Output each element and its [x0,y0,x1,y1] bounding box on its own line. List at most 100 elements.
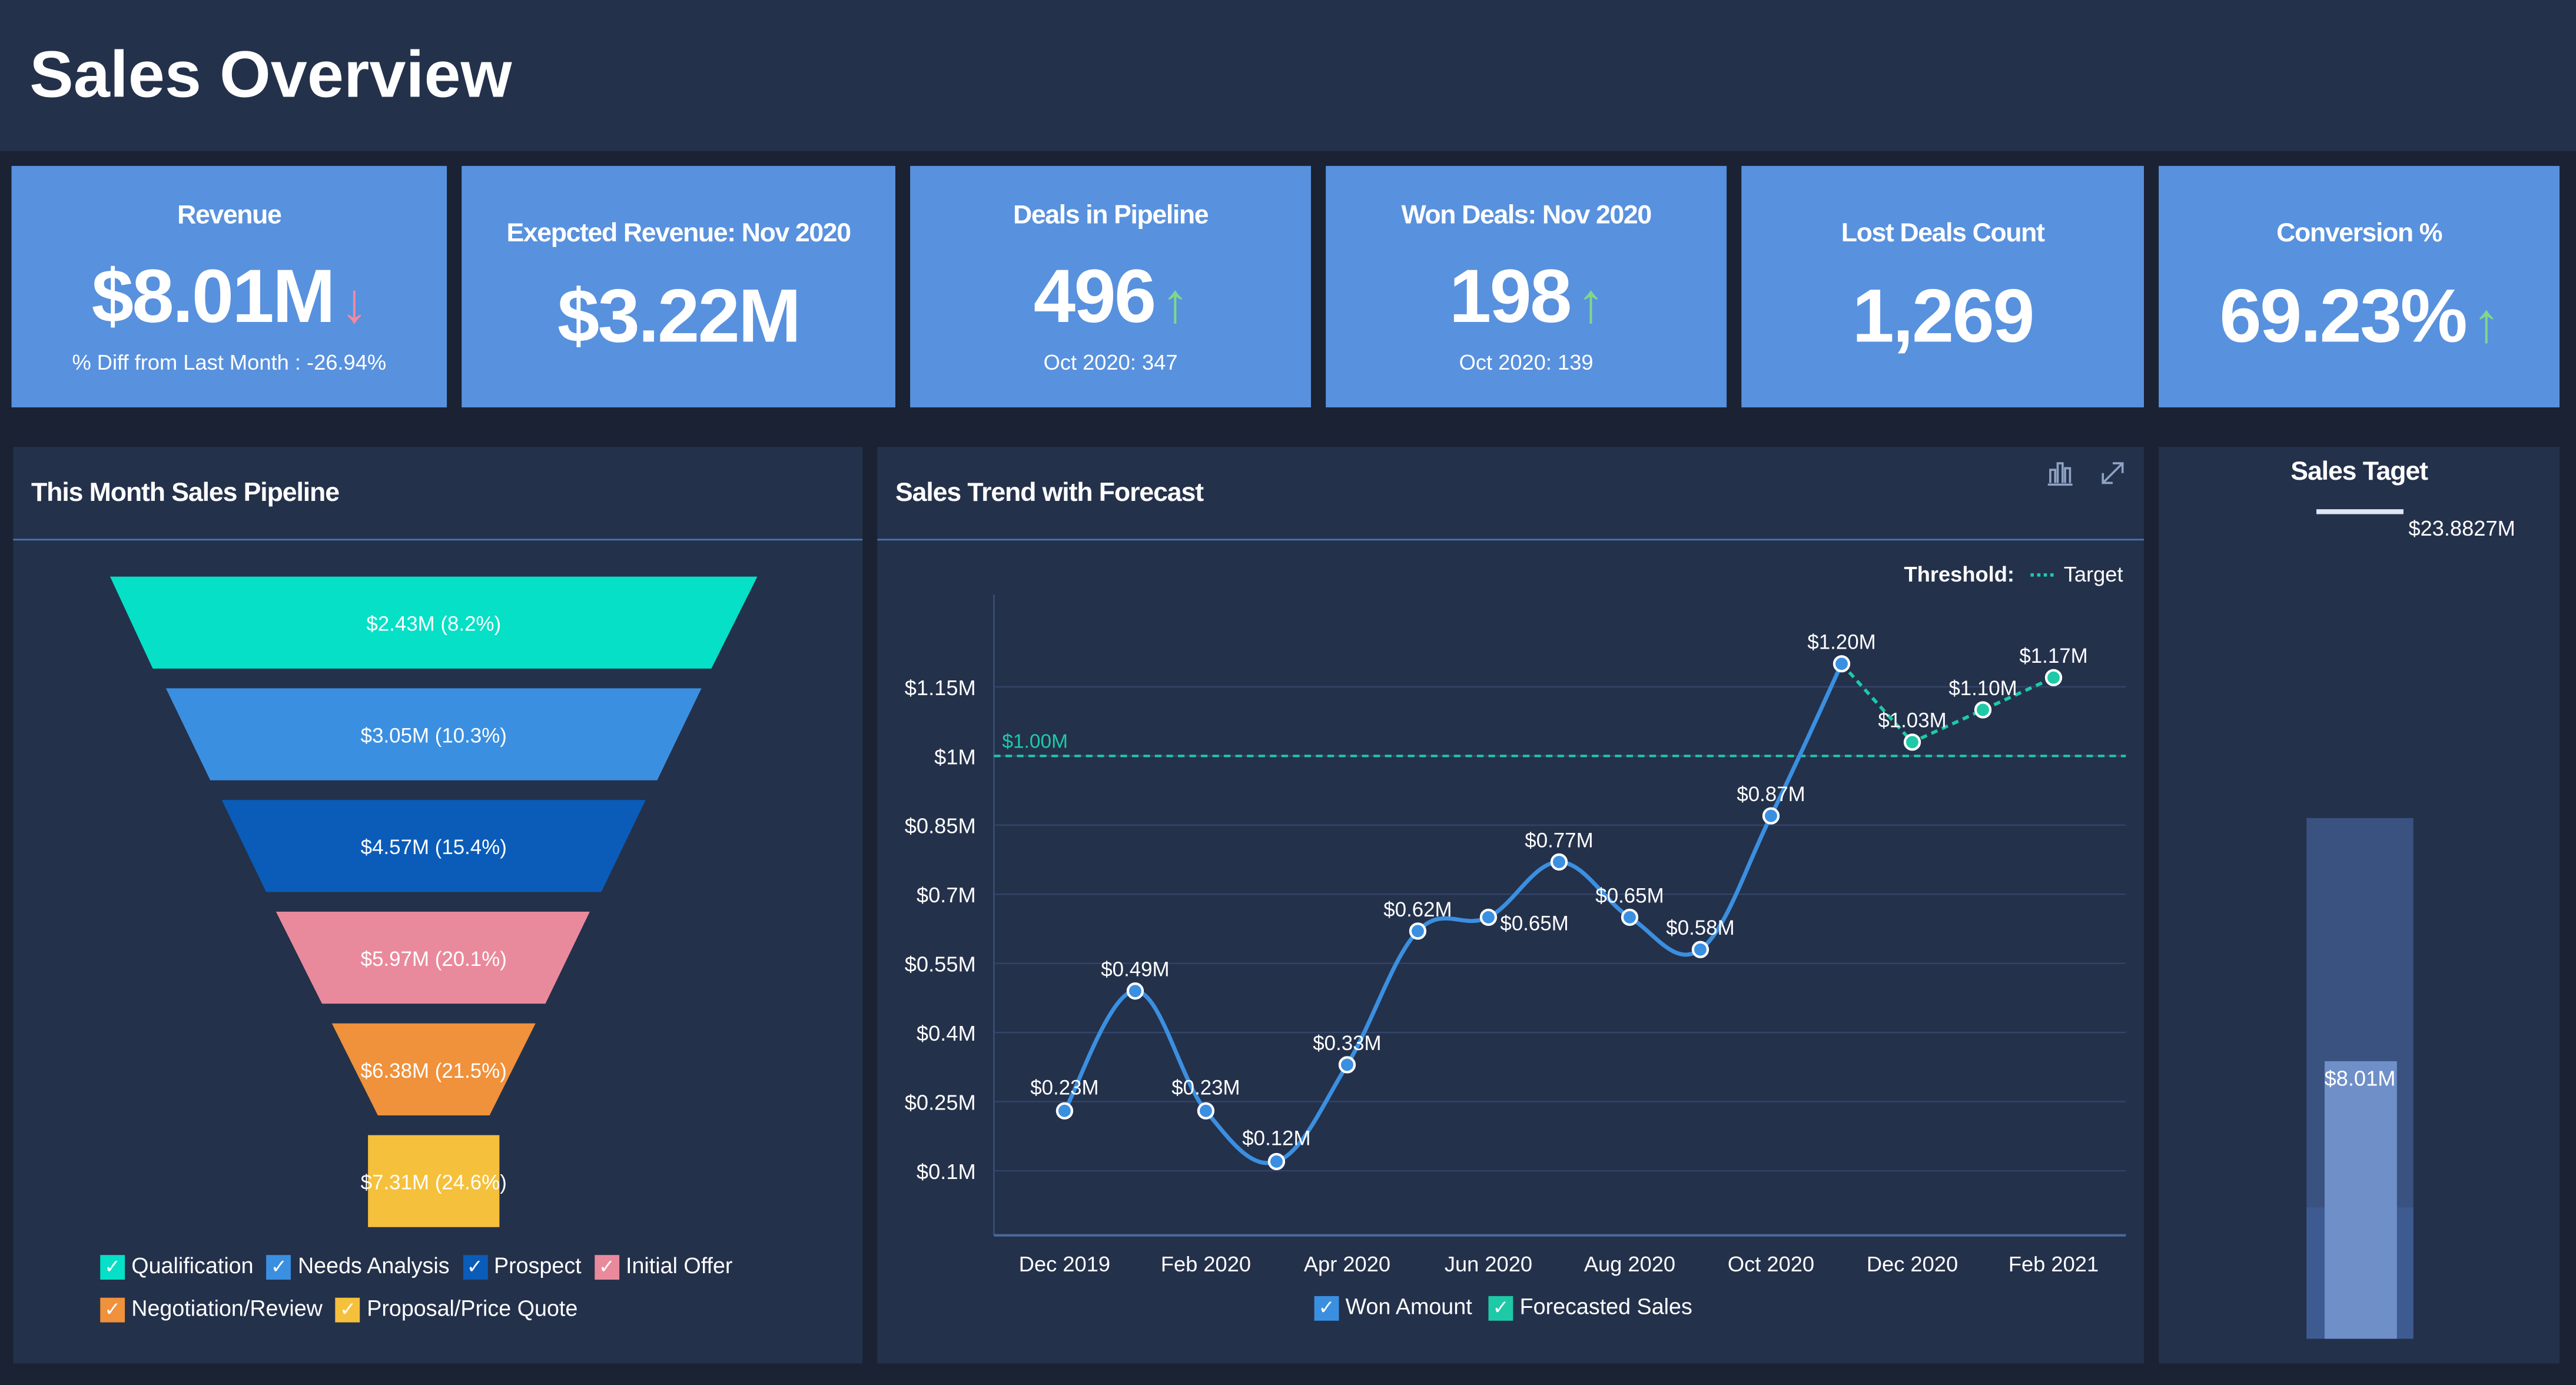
data-point[interactable] [1267,1152,1286,1171]
y-tick-label: $1.15M [905,676,976,700]
kpi-deals-in-pipeline[interactable]: Deals in Pipeline 496 ↑ Oct 2020: 347 [910,165,1312,408]
data-point[interactable] [1479,908,1498,926]
checkbox-icon: ✓ [266,1255,291,1280]
data-point[interactable] [1055,1102,1074,1120]
data-point[interactable] [1126,982,1144,1000]
funnel-chart: $2.43M (8.2%) $3.05M (10.3%) $4.57M (15.4%… [109,576,758,1227]
x-tick-label: Jun 2020 [1445,1252,1532,1276]
x-tick-label: Feb 2020 [1161,1252,1251,1276]
expand-icon[interactable] [2098,459,2127,488]
checkbox-icon: ✓ [100,1255,125,1280]
x-tick-label: Dec 2020 [1867,1252,1958,1276]
data-label: $0.49M [1101,958,1169,981]
legend-item-proposal[interactable]: ✓ Proposal/Price Quote [336,1296,577,1323]
panel-title: Sales Taget [2290,458,2428,487]
data-label: $0.65M [1500,912,1568,935]
data-point[interactable] [1621,908,1639,926]
kpi-title: Exepcted Revenue: Nov 2020 [506,220,851,248]
arrow-up-icon: ↑ [2472,292,2500,355]
data-point[interactable] [1974,701,1992,719]
funnel-segment-initial-offer[interactable]: $5.97M (20.1%) [275,911,590,1004]
funnel-legend-row-2: ✓ Negotiation/Review ✓ Proposal/Price Quot… [100,1296,577,1323]
kpi-conversion[interactable]: Conversion % 69.23% ↑ [2159,165,2560,408]
funnel-segment-shape [109,576,758,669]
y-tick-label: $0.7M [917,883,976,907]
data-point[interactable] [1691,941,1709,958]
legend-item-won-amount[interactable]: ✓ Won Amount [1314,1294,1472,1321]
data-label: $1.17M [2019,645,2087,667]
legend-item-prospect[interactable]: ✓ Prospect [462,1253,582,1280]
funnel-segment-label: $7.31M (24.6%) [361,1171,507,1194]
funnel-segment-prospect[interactable]: $4.57M (15.4%) [221,800,646,892]
y-tick-label: $0.55M [905,952,976,977]
kpi-value: 198 [1449,253,1572,338]
data-point[interactable] [1338,1056,1356,1074]
funnel-segment-needs-analysis[interactable]: $3.05M (10.3%) [165,688,702,780]
data-point[interactable] [1550,853,1568,871]
data-point[interactable] [1197,1102,1215,1120]
funnel-segment-label: $5.97M (20.1%) [361,948,507,971]
arrow-up-icon: ↑ [1161,273,1189,336]
y-tick-label: $0.85M [905,814,976,838]
checkbox-icon: ✓ [336,1297,361,1323]
threshold-value-label: $1.00M [1002,730,1068,752]
series-line-won-amount [1063,663,1844,1165]
kpi-title: Conversion % [2276,220,2442,248]
x-tick-label: Oct 2020 [1728,1252,1814,1276]
data-label: $1.03M [1878,709,1946,732]
data-point[interactable] [2044,669,2063,686]
funnel-segment-proposal-price-quote[interactable]: $7.31M (24.6%) [361,1135,507,1227]
legend-item-negotiation[interactable]: ✓ Negotiation/Review [100,1296,323,1323]
funnel-segment-shape [221,800,646,892]
x-tick-label: Dec 2019 [1019,1252,1110,1276]
legend-item-initial-offer[interactable]: ✓ Initial Offer [594,1253,732,1280]
kpi-subtext: Oct 2020: 139 [1459,350,1594,375]
threshold-legend: Threshold: Target [1904,562,2123,586]
target-label: Target [2063,562,2123,587]
series-line-forecasted-sales [1840,662,2054,745]
trend-panel: Sales Trend with Forecast Threshold: Tar… [877,447,2144,1364]
bar-chart-icon[interactable] [2046,459,2075,488]
kpi-subtext: Oct 2020: 347 [1043,350,1178,375]
legend-item-qualification[interactable]: ✓ Qualification [100,1253,254,1280]
data-label: $0.65M [1595,884,1664,907]
funnel-segment-label: $2.43M (8.2%) [366,613,501,636]
data-point[interactable] [1762,807,1780,825]
data-point[interactable] [1409,922,1427,940]
kpi-value: 69.23% [2219,273,2467,358]
kpi-expected-revenue[interactable]: Exepcted Revenue: Nov 2020 $3.22M [462,165,895,408]
data-label: $1.20M [1807,631,1875,654]
kpi-value: 1,269 [1852,273,2034,358]
funnel-segment-shape [368,1135,500,1227]
funnel-panel: This Month Sales Pipeline $2.43M (8.2%) $… [13,447,863,1364]
y-tick-label: $0.4M [917,1021,976,1045]
dashed-line-icon [2030,572,2054,576]
data-label: $1.10M [1948,677,2017,700]
funnel-segment-negotiation-review[interactable]: $6.38M (21.5%) [331,1023,536,1115]
legend-item-forecasted-sales[interactable]: ✓ Forecasted Sales [1488,1294,1692,1321]
checkbox-icon: ✓ [1314,1296,1339,1321]
trend-chart: $0.1M $0.25M $0.4M $0.55M $0.7M $0.85M $1M $1.1… [905,594,2126,1276]
kpi-lost-deals[interactable]: Lost Deals Count 1,269 [1741,165,2144,408]
actual-bar[interactable] [2324,1061,2397,1339]
funnel-segment-qualification[interactable]: $2.43M (8.2%) [109,576,758,669]
data-label: $0.62M [1383,898,1452,921]
target-marker [2316,509,2404,514]
kpi-title: Revenue [177,202,282,230]
kpi-revenue[interactable]: Revenue $8.01M ↓ % Diff from Last Month :… [11,165,447,408]
funnel-legend-row-1: ✓ Qualification ✓ Needs Analysis ✓ Prospect… [100,1253,732,1280]
panel-title: This Month Sales Pipeline [31,479,340,508]
divider [877,539,2144,541]
actual-value-label: $8.01M [2324,1066,2396,1091]
x-tick-label: Apr 2020 [1304,1252,1390,1276]
kpi-title: Won Deals: Nov 2020 [1401,202,1652,230]
legend-item-needs-analysis[interactable]: ✓ Needs Analysis [266,1253,450,1280]
kpi-title: Deals in Pipeline [1013,202,1209,230]
panel-title: Sales Trend with Forecast [895,479,1204,508]
data-point[interactable] [1833,655,1851,673]
divider [13,539,863,541]
funnel-segment-shape [275,911,590,1004]
kpi-won-deals[interactable]: Won Deals: Nov 2020 198 ↑ Oct 2020: 139 [1326,165,1727,408]
data-point[interactable] [1903,733,1921,751]
data-label: $0.33M [1313,1032,1381,1055]
